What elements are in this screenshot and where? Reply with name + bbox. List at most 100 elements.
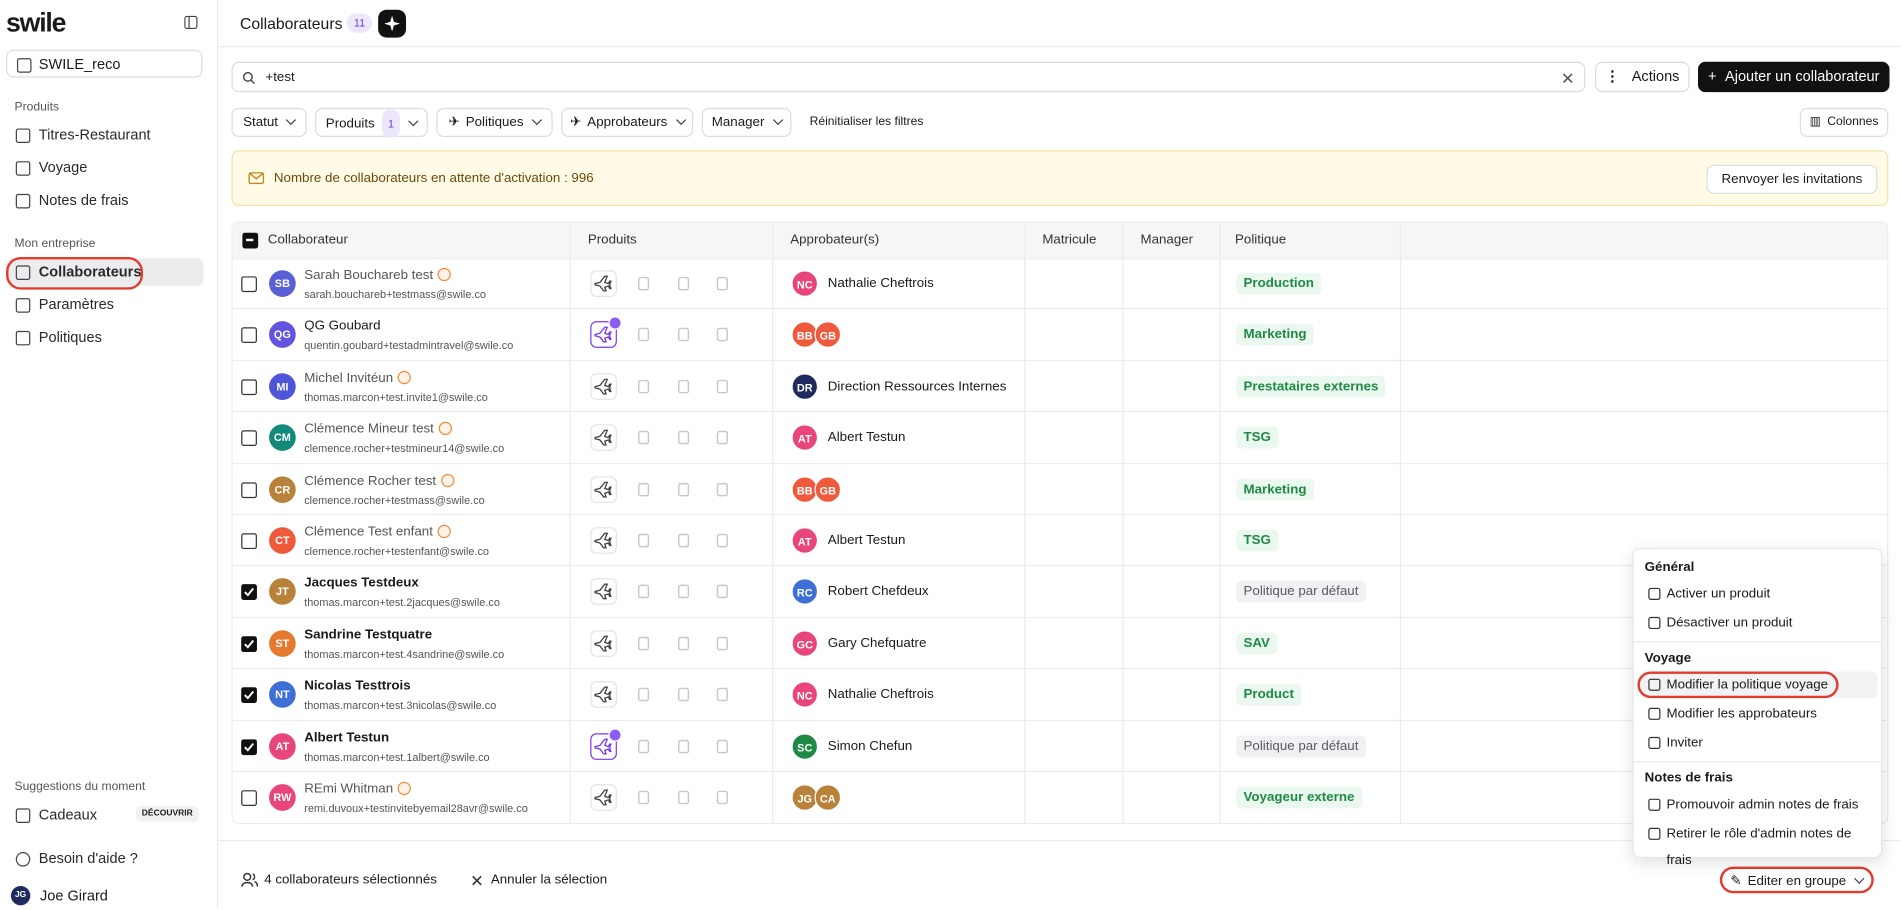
product-icon[interactable] [709,681,736,708]
nav-item[interactable]: Titres-Restaurant [6,121,204,149]
row-checkbox[interactable] [241,481,257,498]
product-icon[interactable] [709,424,736,451]
product-icon[interactable] [709,373,736,400]
row-checkbox[interactable] [241,584,257,601]
product-icon[interactable] [630,373,657,400]
reset-filters[interactable]: Réinitialiser les filtres [809,115,924,129]
product-icon[interactable] [670,733,697,760]
nav-item[interactable]: Politiques [6,324,204,352]
product-icon[interactable] [670,784,697,811]
product-icon[interactable] [709,630,736,657]
employee-name[interactable]: Clémence Rocher test [304,473,437,488]
product-icon[interactable] [630,630,657,657]
columns-button[interactable]: ▥ Colonnes [1799,107,1889,137]
product-icon[interactable] [630,270,657,297]
row-checkbox[interactable] [241,533,257,550]
employee-name[interactable]: Albert Testun [304,730,390,745]
product-travel[interactable] [590,784,617,811]
filter-approbateurs[interactable]: ✈ Approbateurs [561,107,694,137]
ai-button[interactable] [378,9,407,38]
row-checkbox[interactable] [241,379,257,395]
product-icon[interactable] [709,579,736,606]
row-checkbox[interactable] [241,790,257,806]
row-checkbox[interactable] [241,636,257,652]
product-icon[interactable] [670,630,697,657]
nav-item[interactable]: Collaborateurs [6,256,204,290]
product-icon[interactable] [630,579,657,606]
search-input[interactable]: +test [231,61,1586,93]
add-button[interactable]: + Ajouter un collaborateur [1698,61,1890,93]
product-icon[interactable] [670,270,697,297]
menu-item[interactable]: Désactiver un produit [1640,610,1878,637]
menu-item[interactable]: Modifier les approbateurs [1640,701,1878,728]
menu-item[interactable]: Activer un produit [1640,581,1878,608]
product-travel[interactable] [590,681,617,709]
collapse-icon[interactable] [184,15,198,30]
employee-name[interactable]: REmi Whitman [304,781,394,797]
employee-name[interactable]: QG Goubard [304,319,381,334]
employee-name[interactable]: Clémence Mineur test [304,422,434,437]
row-checkbox[interactable] [241,327,257,344]
row-checkbox[interactable] [241,738,257,755]
edit-group-button[interactable]: ✎ Editer en groupe [1719,866,1874,894]
product-travel[interactable] [590,270,617,297]
nav-item[interactable]: Notes de frais [6,187,204,215]
discover-badge[interactable]: DÉCOUVRIR [135,805,199,822]
product-icon[interactable] [709,527,736,554]
product-icon[interactable] [670,476,697,503]
filter-statut[interactable]: Statut [231,107,307,137]
product-icon[interactable] [630,476,657,503]
product-icon[interactable] [630,784,657,811]
product-icon[interactable] [630,681,657,708]
help[interactable]: Besoin d'aide ? [6,845,204,873]
product-icon[interactable] [670,373,697,400]
product-icon[interactable] [670,681,697,708]
product-icon[interactable] [709,322,736,349]
product-travel[interactable] [590,373,617,400]
product-travel[interactable] [590,727,622,760]
row-checkbox[interactable] [241,687,257,704]
product-travel[interactable] [590,316,622,349]
nav-item[interactable]: Paramètres [6,291,204,319]
product-icon[interactable] [709,733,736,760]
nav-item[interactable]: Voyage [6,154,204,182]
product-icon[interactable] [670,527,697,554]
product-icon[interactable] [709,476,736,503]
filter-produits[interactable]: Produits 1 [315,107,428,139]
product-travel[interactable] [590,475,617,503]
employee-name[interactable]: Sarah Bouchareb test [304,267,434,283]
product-travel[interactable] [590,578,617,606]
product-icon[interactable] [670,424,697,451]
menu-item[interactable]: Modifier la politique voyage [1637,671,1878,699]
product-icon[interactable] [630,733,657,760]
logo[interactable]: swile [6,7,66,38]
user-name[interactable]: Joe Girard [39,887,108,905]
row-checkbox[interactable] [241,276,257,293]
product-icon[interactable] [630,322,657,349]
employee-name[interactable]: Jacques Testdeux [304,576,419,591]
employee-name[interactable]: Sandrine Testquatre [304,627,433,643]
product-travel[interactable] [590,527,617,554]
product-travel[interactable] [590,629,617,657]
actions-button[interactable]: ⋮ Actions [1594,61,1690,93]
product-icon[interactable] [630,424,657,451]
product-icon[interactable] [670,579,697,606]
filter-politiques[interactable]: ✈ Politiques [436,107,553,137]
product-travel[interactable] [590,424,617,452]
nav-item[interactable]: Cadeaux [6,801,204,829]
resend-button[interactable]: Renvoyer les invitations [1706,164,1878,194]
product-icon[interactable] [709,270,736,297]
employee-name[interactable]: Nicolas Testtrois [304,678,411,694]
cancel-selection[interactable]: Annuler la sélection [490,872,608,888]
menu-item[interactable]: Promouvoir admin notes de frais [1640,791,1878,818]
filter-manager[interactable]: Manager [701,107,792,137]
employee-name[interactable]: Clémence Test enfant [304,524,433,540]
menu-item[interactable]: Inviter [1640,730,1878,757]
product-icon[interactable] [709,784,736,811]
row-checkbox[interactable] [241,430,257,447]
employee-name[interactable]: Michel Invitéun [304,370,394,386]
menu-item[interactable]: Retirer le rôle d'admin notes de frais [1640,821,1878,868]
org-selector[interactable]: SWILE_reco [6,49,203,78]
product-icon[interactable] [630,527,657,554]
select-all[interactable] [242,232,259,249]
